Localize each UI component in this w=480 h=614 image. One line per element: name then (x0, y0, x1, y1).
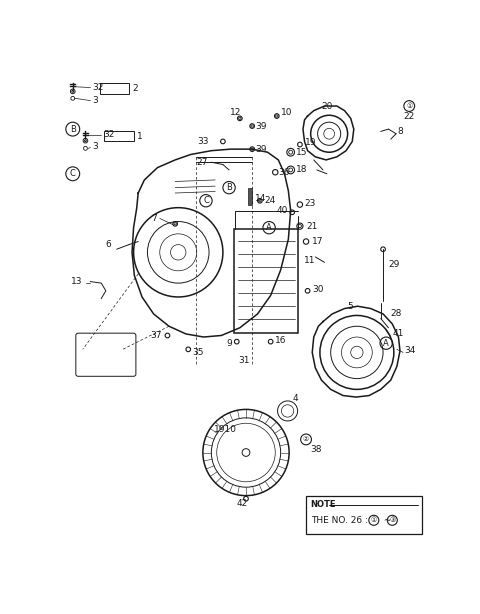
Text: 37: 37 (150, 331, 161, 340)
Text: 22: 22 (404, 112, 415, 120)
Text: ③: ③ (389, 517, 396, 523)
Text: ①: ① (406, 103, 412, 109)
Text: 6: 6 (106, 240, 111, 249)
Text: 1910: 1910 (214, 425, 237, 434)
Text: 9: 9 (227, 339, 232, 348)
Text: 29: 29 (388, 260, 400, 269)
Text: 3: 3 (92, 96, 98, 105)
Text: 18: 18 (296, 165, 308, 174)
Text: 33: 33 (198, 137, 209, 146)
Text: B: B (226, 183, 232, 192)
Text: 4: 4 (292, 394, 298, 403)
Bar (104, 131, 134, 141)
Text: 41: 41 (392, 330, 404, 338)
Bar (306, 495, 421, 534)
Text: 35: 35 (192, 348, 204, 357)
Text: A: A (266, 223, 272, 232)
Text: 19: 19 (304, 139, 316, 147)
Text: 40: 40 (277, 206, 288, 216)
Bar (248, 188, 252, 204)
Text: C: C (203, 196, 209, 205)
Text: 12: 12 (229, 107, 241, 117)
Bar (234, 229, 298, 333)
Text: 20: 20 (322, 101, 333, 111)
Text: 8: 8 (398, 127, 403, 136)
Text: 2: 2 (132, 84, 138, 93)
Text: 3: 3 (92, 142, 98, 151)
Text: 38: 38 (311, 445, 322, 454)
Text: 34: 34 (405, 346, 416, 356)
Text: 32: 32 (92, 83, 103, 92)
Text: 24: 24 (264, 196, 276, 205)
Text: ~: ~ (381, 516, 394, 525)
Text: 5: 5 (348, 301, 353, 311)
Text: NOTE: NOTE (311, 500, 336, 510)
Text: 31: 31 (239, 356, 250, 365)
Text: 10: 10 (281, 107, 292, 117)
Text: B: B (70, 125, 76, 134)
Text: 36: 36 (278, 168, 290, 177)
Text: 16: 16 (275, 336, 287, 345)
Text: 23: 23 (304, 198, 316, 208)
Text: 21: 21 (306, 222, 317, 231)
Text: 28: 28 (390, 309, 401, 319)
Text: 14: 14 (255, 194, 266, 203)
Text: 13: 13 (71, 277, 83, 286)
Text: 7: 7 (151, 214, 156, 223)
Text: 27: 27 (196, 158, 207, 167)
Text: 39: 39 (255, 145, 267, 154)
Text: 32: 32 (104, 130, 115, 139)
Text: A: A (383, 339, 389, 348)
Bar (100, 83, 129, 94)
Text: 42: 42 (237, 499, 248, 508)
Text: 15: 15 (296, 148, 308, 157)
Text: 30: 30 (312, 285, 324, 293)
Text: 1: 1 (137, 131, 143, 141)
Text: 17: 17 (312, 237, 324, 246)
Text: THE NO. 26 :: THE NO. 26 : (311, 516, 368, 525)
Text: C: C (70, 169, 76, 178)
Text: ①: ① (371, 517, 377, 523)
Text: 39: 39 (255, 122, 267, 131)
Text: 11: 11 (304, 255, 315, 265)
Text: ②: ② (303, 437, 309, 443)
